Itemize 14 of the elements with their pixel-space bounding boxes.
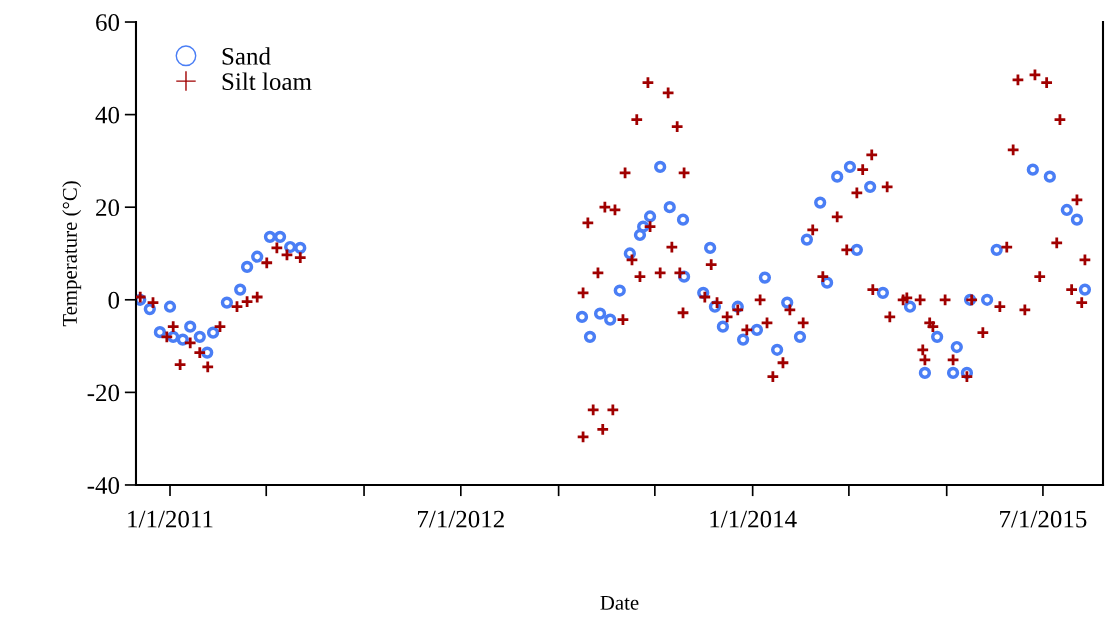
legend-label: Silt loam [222, 72, 312, 91]
x-tick-label: 1/1/2014 [710, 510, 797, 528]
y-tick-label: 0 [108, 291, 120, 309]
x-tick-label: 1/1/2011 [128, 510, 213, 528]
y-tick-label: 60 [96, 14, 120, 31]
legend-label: Sand [222, 47, 271, 65]
y-tick-label: -20 [87, 384, 120, 402]
y-axis-title: Temperature (°C) [62, 181, 82, 327]
y-tick-label: 40 [95, 106, 120, 124]
x-tick-label: 7/1/2015 [1000, 510, 1087, 528]
y-tick-label: -40 [87, 477, 120, 494]
x-tick-label: 7/1/2012 [418, 510, 504, 528]
x-axis-title: Date [600, 595, 639, 610]
y-tick-label: 20 [96, 199, 120, 217]
